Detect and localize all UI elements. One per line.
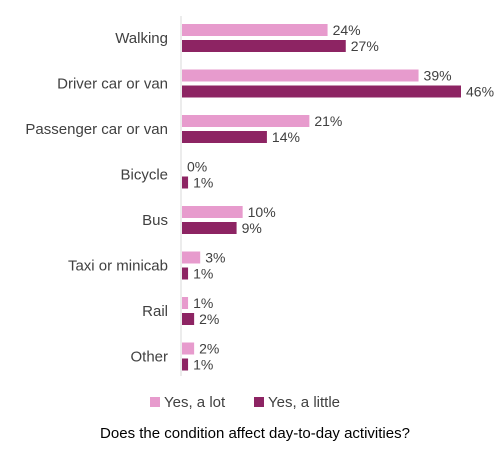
category-label: Passenger car or van [25,121,168,138]
bar-yes-a-lot [182,24,328,36]
category-label: Other [130,349,168,366]
bar-yes-a-lot [182,115,310,127]
bar-yes-a-lot [182,342,195,355]
data-label: 9% [242,220,262,236]
data-label: 1% [193,175,213,191]
data-label: 24% [333,22,361,38]
category-labels: Walking Driver car or van Passenger car or… [25,30,168,366]
category-label: Taxi or minicab [68,258,168,275]
bar-yes-a-little [182,222,237,234]
bars [182,24,461,371]
category-label: Rail [142,303,168,320]
bar-yes-a-little [182,313,195,325]
data-label: 46% [466,84,494,100]
data-label: 3% [205,250,225,266]
bar-yes-a-little [182,358,189,371]
bar-yes-a-lot [182,297,189,309]
bar-yes-a-little [182,40,346,52]
data-label: 0% [187,159,207,175]
category-label: Driver car or van [57,76,168,93]
bar-yes-a-little [182,85,461,98]
chart-caption: Does the condition affect day-to-day act… [100,425,410,442]
bar-yes-a-lot [182,206,243,218]
data-label: 1% [193,295,213,311]
data-label: 27% [351,38,379,54]
bar-yes-a-little [182,267,189,280]
data-label: 2% [199,311,219,327]
bar-yes-a-little [182,176,189,189]
bar-yes-a-lot [182,251,201,264]
bar-yes-a-little [182,131,267,143]
legend: Yes, a lot Yes, a little [150,394,340,411]
data-label: 1% [193,357,213,373]
category-label: Walking [115,30,168,47]
legend-swatch [254,397,264,407]
legend-label: Yes, a little [268,394,340,411]
data-label: 21% [314,113,342,129]
value-labels: 24%27%39%46%21%14%0%1%10%9%3%1%1%2%2%1% [187,22,494,373]
data-label: 10% [248,204,276,220]
legend-swatch [150,397,160,407]
legend-label: Yes, a lot [164,394,226,411]
data-label: 14% [272,129,300,145]
category-label: Bicycle [120,167,168,184]
data-label: 2% [199,341,219,357]
category-label: Bus [142,212,168,229]
bar-yes-a-lot [182,69,419,82]
data-label: 1% [193,266,213,282]
data-label: 39% [424,68,452,84]
